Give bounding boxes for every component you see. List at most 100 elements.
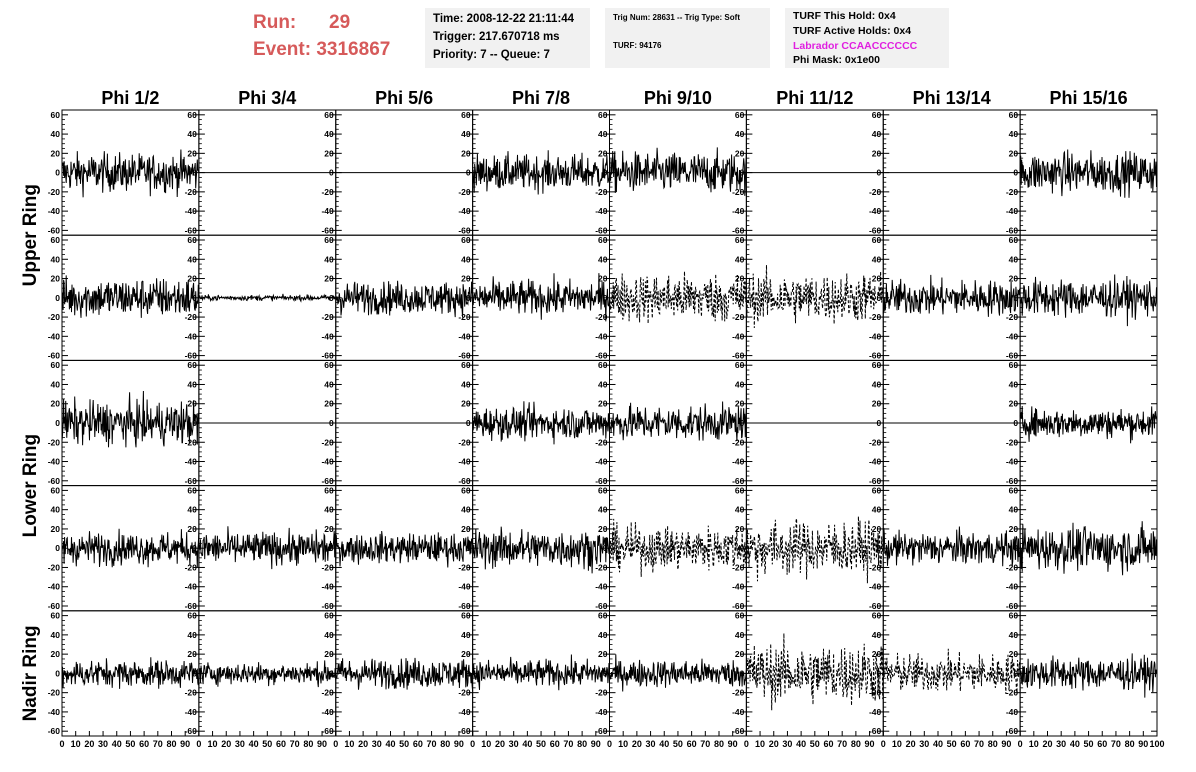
x-tick-label: 80	[440, 739, 450, 749]
y-tick-label: -60	[869, 726, 882, 736]
y-tick-label: 20	[51, 524, 61, 534]
y-tick-label: -60	[458, 351, 471, 361]
waveform-trace	[61, 528, 200, 568]
y-tick-label: 20	[51, 274, 61, 284]
y-tick-label: 60	[461, 485, 471, 495]
run-value: 29	[329, 12, 351, 33]
y-tick-label: -40	[732, 457, 745, 467]
y-tick-label: 0	[55, 418, 60, 428]
y-tick-label: 60	[187, 360, 197, 370]
x-tick-label: 50	[399, 739, 409, 749]
x-tick-label: 10	[481, 739, 491, 749]
y-tick-label: 40	[461, 379, 471, 389]
x-tick-label: 80	[166, 739, 176, 749]
y-tick-label: 40	[1009, 630, 1019, 640]
x-tick-label: 60	[1097, 739, 1107, 749]
y-tick-label: 40	[872, 379, 882, 389]
y-tick-label: 0	[603, 668, 608, 678]
y-tick-label: -60	[321, 225, 334, 235]
ring-label: Lower Ring	[20, 434, 41, 537]
y-tick-label: 40	[735, 379, 745, 389]
column-header: Phi 3/4	[238, 88, 296, 108]
y-tick-label: 60	[872, 235, 882, 245]
y-tick-label: -20	[48, 562, 61, 572]
waveform-trace	[609, 654, 747, 692]
y-tick-label: -60	[185, 225, 198, 235]
column-header: Phi 13/14	[913, 88, 991, 108]
trigger-text: Trigger: 217.670718 ms	[433, 31, 560, 43]
y-tick-label: -60	[732, 726, 745, 736]
x-tick-label: 90	[180, 739, 190, 749]
y-tick-label: -20	[869, 312, 882, 322]
waveform-trace	[335, 657, 474, 692]
turf-count-text: TURF: 94176	[613, 41, 662, 50]
y-tick-label: -60	[595, 601, 608, 611]
y-tick-label: -20	[458, 187, 471, 197]
y-tick-label: 60	[872, 110, 882, 120]
y-tick-label: 20	[461, 649, 471, 659]
y-tick-label: 0	[740, 293, 745, 303]
waveform-trace	[472, 401, 610, 445]
time-info-box: Time: 2008-12-22 21:11:44 Trigger: 217.6…	[425, 8, 590, 68]
y-tick-label: 60	[872, 485, 882, 495]
x-tick-label: 40	[249, 739, 259, 749]
x-tick-label: 30	[782, 739, 792, 749]
y-tick-label: 40	[1009, 379, 1019, 389]
y-tick-label: 0	[1013, 418, 1018, 428]
y-tick-label: -40	[458, 457, 471, 467]
x-tick-label: 90	[728, 739, 738, 749]
y-tick-label: -60	[732, 476, 745, 486]
y-tick-label: 0	[877, 418, 882, 428]
y-tick-label: -40	[185, 206, 198, 216]
x-tick-label: 0	[196, 739, 201, 749]
column-header: Phi 5/6	[375, 88, 433, 108]
y-tick-label: -40	[732, 582, 745, 592]
y-tick-label: -60	[48, 351, 61, 361]
x-tick-label: 70	[700, 739, 710, 749]
y-tick-label: 0	[740, 168, 745, 178]
y-tick-label: -20	[48, 437, 61, 447]
y-tick-label: 40	[51, 254, 61, 264]
y-tick-label: 20	[735, 524, 745, 534]
y-tick-label: 20	[324, 274, 334, 284]
y-tick-label: -60	[595, 726, 608, 736]
y-tick-label: 60	[461, 110, 471, 120]
y-tick-label: -20	[1006, 437, 1019, 447]
y-tick-label: -20	[869, 437, 882, 447]
x-tick-label: 0	[333, 739, 338, 749]
x-tick-label: 50	[947, 739, 957, 749]
x-tick-label: 60	[139, 739, 149, 749]
y-tick-label: 60	[51, 360, 61, 370]
x-tick-label: 10	[208, 739, 218, 749]
waveform-trace	[198, 526, 337, 570]
y-tick-label: -40	[869, 457, 882, 467]
y-tick-label: 40	[187, 505, 197, 515]
y-tick-label: -40	[1006, 331, 1019, 341]
x-tick-label: 0	[607, 739, 612, 749]
y-tick-label: -20	[595, 562, 608, 572]
y-tick-label: -40	[321, 707, 334, 717]
y-tick-label: 20	[461, 524, 471, 534]
y-tick-label: 60	[324, 110, 334, 120]
x-tick-label: 60	[413, 739, 423, 749]
y-tick-label: 0	[329, 418, 334, 428]
x-tick-label: 30	[509, 739, 519, 749]
y-tick-label: 40	[324, 254, 334, 264]
x-tick-label: 60	[960, 739, 970, 749]
y-tick-label: 60	[324, 235, 334, 245]
waveform-trace	[61, 657, 200, 689]
y-tick-label: 0	[329, 668, 334, 678]
column-header: Phi 7/8	[512, 88, 570, 108]
y-tick-label: 0	[740, 543, 745, 553]
y-tick-label: 0	[192, 168, 197, 178]
y-tick-label: -40	[321, 457, 334, 467]
y-tick-label: 60	[1009, 360, 1019, 370]
y-tick-label: -20	[595, 437, 608, 447]
y-tick-label: 20	[187, 524, 197, 534]
y-tick-label: 20	[1009, 399, 1019, 409]
y-tick-label: 40	[461, 630, 471, 640]
y-tick-label: 60	[51, 110, 61, 120]
y-tick-label: -20	[869, 187, 882, 197]
y-tick-label: 0	[329, 168, 334, 178]
y-tick-label: 20	[1009, 524, 1019, 534]
